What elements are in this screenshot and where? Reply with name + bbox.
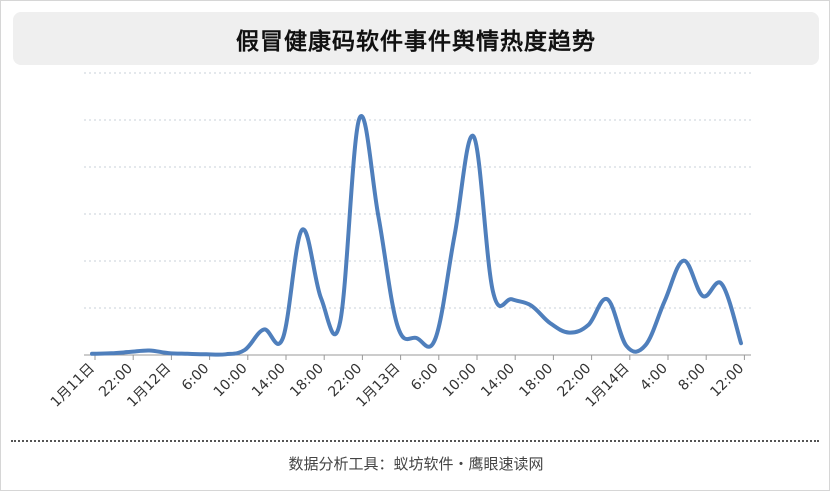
x-tick-label: 1月11日 (48, 361, 98, 411)
x-tick-label: 10:00 (211, 361, 251, 401)
x-tick-label: 14:00 (478, 361, 518, 401)
chart-title-bar: 假冒健康码软件事件舆情热度趋势 (13, 12, 819, 65)
x-tick-label: 10:00 (440, 361, 480, 401)
footer-source: 数据分析工具：蚁坊软件・鹰眼速读网 (288, 455, 544, 473)
series-line (90, 114, 743, 357)
chart-title: 假冒健康码软件事件舆情热度趋势 (236, 28, 596, 55)
x-tick-label: 18:00 (516, 361, 556, 401)
x-tick-label: 14:00 (249, 361, 289, 401)
x-tick-label: 12:00 (707, 361, 747, 401)
x-tick-label: 6:00 (179, 361, 213, 395)
x-tick-label: 6:00 (408, 361, 442, 395)
x-tick-label: 4:00 (637, 361, 671, 395)
footer-divider (11, 440, 819, 442)
x-tick-label: 8:00 (675, 361, 709, 395)
x-tick-label: 18:00 (287, 361, 327, 401)
